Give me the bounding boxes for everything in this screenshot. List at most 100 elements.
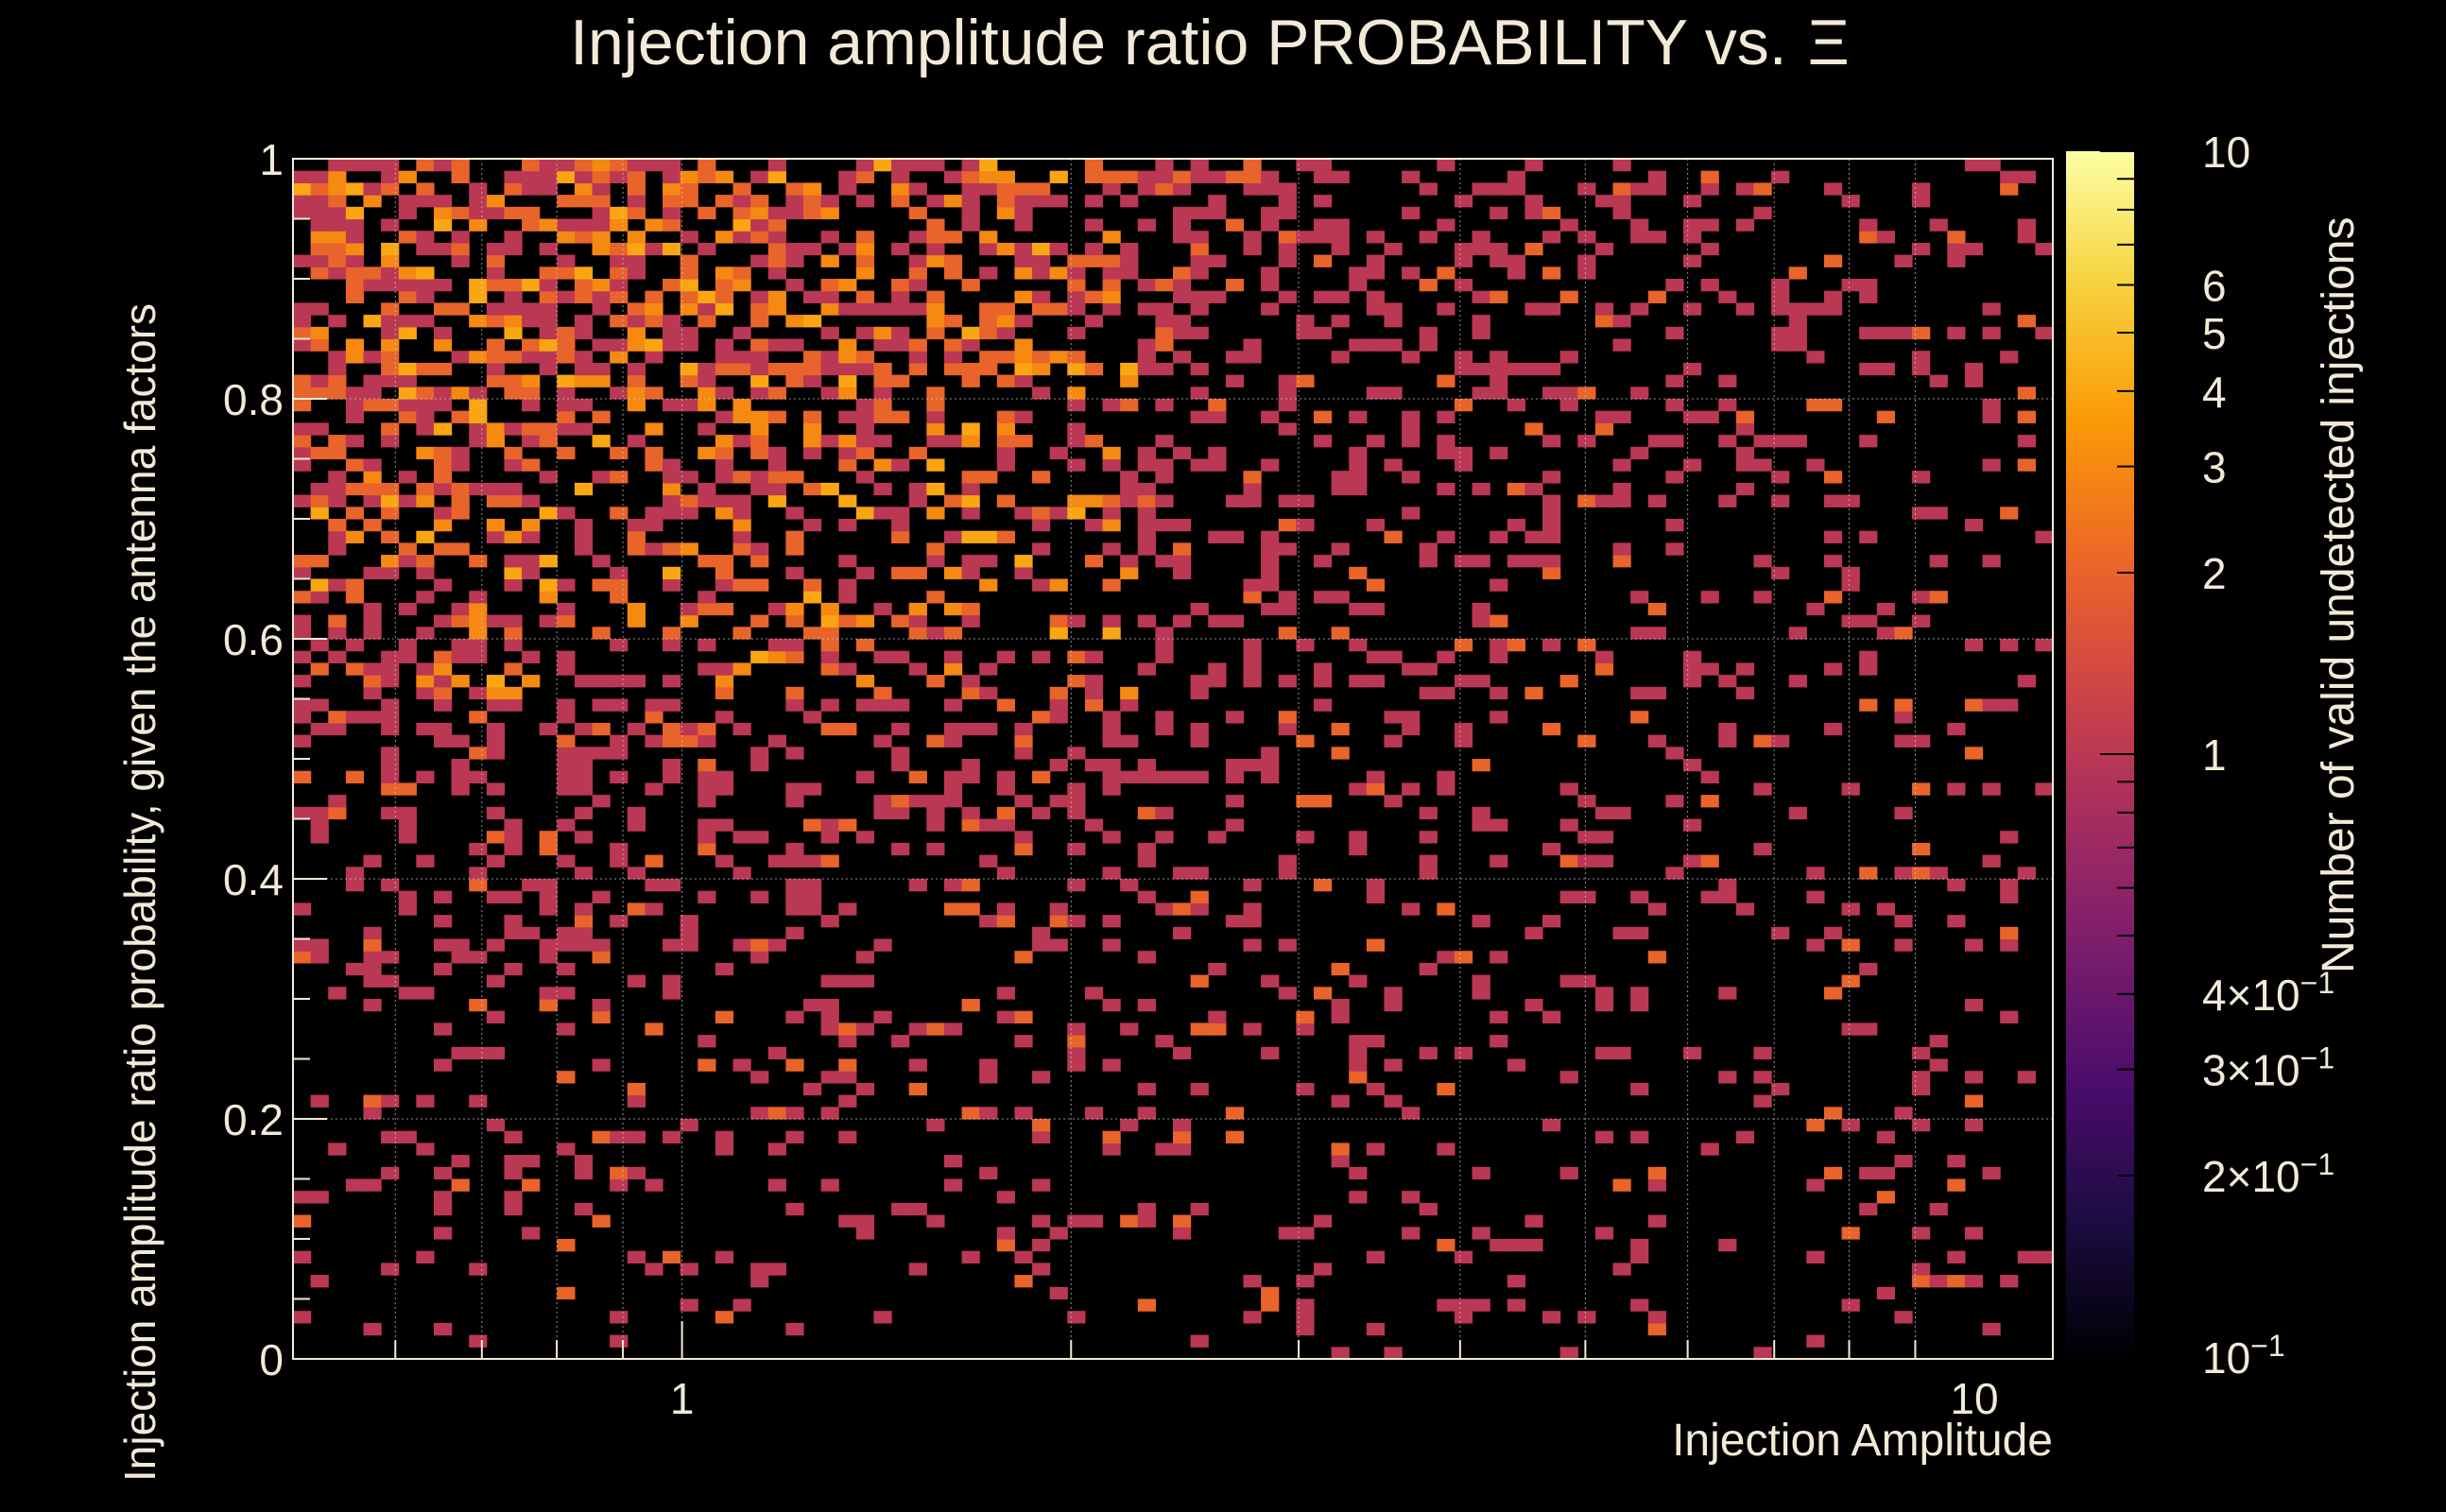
- heatmap-cell: [469, 410, 488, 423]
- heatmap-cell: [1753, 1347, 1772, 1360]
- heatmap-cell: [838, 902, 857, 916]
- heatmap-cell: [1507, 399, 1525, 412]
- heatmap-cell: [943, 698, 963, 712]
- heatmap-cell: [398, 639, 417, 652]
- heatmap-cell: [469, 650, 488, 663]
- heatmap-cell: [1788, 675, 1807, 688]
- heatmap-cell: [1788, 627, 1807, 640]
- heatmap-cell: [1718, 987, 1737, 1000]
- heatmap-cell: [891, 530, 910, 543]
- heatmap-cell: [451, 242, 470, 256]
- heatmap-cell: [469, 351, 488, 364]
- heatmap-cell: [416, 591, 435, 604]
- colorbar-tick-label: 3: [2202, 443, 2227, 492]
- heatmap-cell: [1190, 675, 1209, 688]
- heatmap-cell: [363, 494, 382, 507]
- heatmap-cell: [979, 231, 998, 244]
- heatmap-cell: [1261, 542, 1280, 556]
- heatmap-cell: [363, 566, 382, 580]
- heatmap-cell: [1049, 711, 1068, 724]
- heatmap-cell: [293, 1250, 312, 1263]
- heatmap-cell: [1313, 170, 1333, 183]
- heatmap-cell: [680, 1263, 698, 1276]
- heatmap-cell: [1490, 614, 1508, 627]
- heatmap-cell: [310, 494, 329, 507]
- heatmap-cell: [433, 1166, 453, 1180]
- heatmap-cell: [381, 722, 400, 736]
- heatmap-cell: [1577, 831, 1596, 844]
- heatmap-cell: [328, 435, 347, 448]
- heatmap-cell: [1524, 159, 1543, 172]
- heatmap-cell: [574, 362, 594, 376]
- heatmap-cell: [926, 734, 945, 747]
- heatmap-cell: [698, 555, 716, 568]
- heatmap-cell: [328, 482, 347, 496]
- heatmap-cell: [1120, 566, 1139, 580]
- heatmap-cell: [592, 182, 611, 196]
- heatmap-cell: [1490, 206, 1508, 220]
- heatmap-cell: [750, 446, 769, 460]
- heatmap-cell: [750, 482, 769, 496]
- heatmap-cell: [1296, 734, 1315, 747]
- x-axis-label: Injection Amplitude: [1672, 1416, 2053, 1466]
- heatmap-cell: [2017, 675, 2036, 688]
- heatmap-cell: [522, 315, 541, 328]
- heatmap-cell: [345, 338, 365, 352]
- heatmap-cell: [1384, 242, 1403, 256]
- heatmap-cell: [1137, 806, 1156, 820]
- heatmap-cell: [1313, 987, 1333, 1000]
- heatmap-cell: [1278, 602, 1297, 616]
- heatmap-cell: [345, 962, 365, 976]
- heatmap-cell: [1049, 578, 1068, 592]
- heatmap-cell: [592, 1058, 611, 1072]
- heatmap-cell: [1120, 482, 1139, 496]
- heatmap-cell: [908, 662, 927, 676]
- heatmap-cell: [486, 974, 506, 988]
- heatmap-cell: [1313, 290, 1333, 303]
- heatmap-cell: [469, 747, 488, 760]
- heatmap-cell: [1366, 1143, 1386, 1156]
- heatmap-cell: [504, 530, 523, 543]
- heatmap-cell: [926, 435, 945, 448]
- heatmap-cell: [873, 938, 892, 952]
- heatmap-cell: [1137, 842, 1156, 856]
- heatmap-cell: [767, 170, 786, 183]
- heatmap-cell: [2000, 831, 2019, 844]
- heatmap-cell: [838, 1071, 857, 1084]
- heatmap-cell: [1067, 806, 1086, 820]
- heatmap-cell: [715, 302, 734, 316]
- heatmap-cell: [1049, 242, 1068, 256]
- heatmap-cell: [1173, 290, 1192, 303]
- heatmap-cell: [363, 519, 382, 532]
- heatmap-cell: [1647, 627, 1666, 640]
- heatmap-cell: [1137, 1082, 1156, 1096]
- heatmap-cell: [715, 290, 734, 303]
- heatmap-cell: [1067, 1311, 1086, 1324]
- heatmap-cell: [1137, 507, 1156, 520]
- heatmap-cell: [627, 399, 646, 412]
- heatmap-cell: [750, 435, 769, 448]
- heatmap-cell: [802, 422, 822, 436]
- heatmap-cell: [1437, 650, 1456, 663]
- heatmap-cell: [539, 555, 558, 568]
- heatmap-cell: [433, 1227, 453, 1240]
- heatmap-cell: [416, 770, 435, 783]
- heatmap-cell: [2017, 170, 2036, 183]
- heatmap-cell: [1982, 1166, 2001, 1180]
- heatmap-cell: [1542, 1311, 1561, 1324]
- heatmap-cell: [1155, 770, 1174, 783]
- heatmap-cell: [1032, 1178, 1051, 1192]
- colorbar-tick-label: 5: [2202, 309, 2227, 358]
- heatmap-cell: [469, 435, 488, 448]
- heatmap-cell: [1032, 1119, 1051, 1132]
- heatmap-cell: [1700, 795, 1719, 808]
- heatmap-cell: [1771, 338, 1790, 352]
- heatmap-cell: [1208, 675, 1227, 688]
- heatmap-cell: [873, 686, 892, 700]
- heatmap-cell: [1472, 806, 1490, 820]
- heatmap-cell: [1612, 315, 1631, 328]
- heatmap-cell: [891, 519, 910, 532]
- heatmap-cell: [381, 566, 400, 580]
- heatmap-cell: [1155, 639, 1174, 652]
